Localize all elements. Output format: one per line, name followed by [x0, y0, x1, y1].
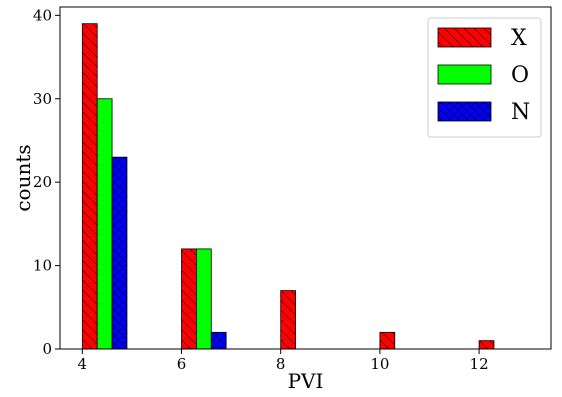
- x-tick-label: 6: [177, 355, 187, 373]
- x-tick-label: 8: [276, 355, 286, 373]
- legend: XON: [427, 17, 542, 138]
- legend-item-X: X: [437, 26, 527, 51]
- x-tick-label: 10: [370, 355, 389, 373]
- bar-X-1: [181, 248, 197, 350]
- bar-O-1: [195, 248, 212, 350]
- x-tick-label: 12: [470, 355, 489, 373]
- y-tick-label: 20: [33, 173, 52, 191]
- bar-N-1: [210, 331, 227, 350]
- legend-item-N: N: [437, 100, 530, 125]
- bar-X-4: [478, 340, 495, 350]
- bar-X-3: [379, 331, 396, 350]
- x-tick-label: 4: [78, 355, 88, 373]
- legend-label: N: [511, 100, 530, 125]
- plot-frame: [59, 6, 552, 350]
- y-tick-label: 10: [33, 257, 52, 275]
- legend-label: X: [511, 26, 527, 51]
- legend-item-O: O: [437, 63, 529, 88]
- y-tick-label: 30: [33, 90, 52, 108]
- y-tick-label: 0: [42, 340, 52, 358]
- y-axis-label: counts: [11, 144, 35, 211]
- bar-O-0: [96, 98, 113, 350]
- y-tick-label: 40: [33, 6, 52, 24]
- bar-X-2: [280, 290, 296, 350]
- x-axis-label: PVI: [288, 369, 324, 393]
- ticks-layer: 4 6 8 10 12 0 10 20 30 40: [33, 6, 489, 373]
- bar-N-0: [111, 156, 128, 350]
- bar-X-0: [81, 23, 98, 350]
- bars-layer: [81, 23, 524, 350]
- legend-label: O: [511, 63, 529, 88]
